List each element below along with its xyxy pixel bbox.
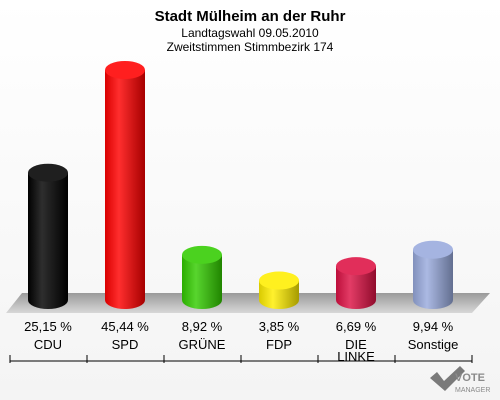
bar-5 <box>413 240 453 309</box>
vote-manager-logo: VOTE MANAGER <box>430 366 490 394</box>
bar-top <box>413 240 453 259</box>
bar-top <box>259 271 299 290</box>
category-label: FDP <box>266 337 292 352</box>
bar-group <box>28 61 453 309</box>
bar-top <box>182 245 222 264</box>
category-axis <box>9 355 473 363</box>
watermark-line2: MANAGER <box>455 387 490 394</box>
bar-body <box>28 172 68 309</box>
bar-body <box>182 254 222 309</box>
category-label: GRÜNE <box>179 337 226 352</box>
category-label: LINKE <box>337 349 375 364</box>
category-label: CDU <box>34 337 62 352</box>
bar-3 <box>259 271 299 309</box>
label-group: 25,15 % CDU 45,44 % SPD 8,92 % GRÜNE 3,85 % FDP… <box>24 319 458 364</box>
bar-1 <box>105 61 145 309</box>
value-label: 6,69 % <box>336 319 377 334</box>
bar-top <box>28 163 68 182</box>
watermark-line1: VOTE <box>455 372 485 384</box>
category-label: DIE <box>345 337 367 352</box>
bar-0 <box>28 163 68 309</box>
bar-body <box>105 70 145 309</box>
bar-2 <box>182 245 222 309</box>
category-label: SPD <box>112 337 139 352</box>
value-label: 9,94 % <box>413 319 454 334</box>
chart-subtitle-district: Zweitstimmen Stimmbezirk 174 <box>167 40 334 54</box>
value-label: 25,15 % <box>24 319 72 334</box>
chart-title: Stadt Mülheim an der Ruhr <box>155 8 346 25</box>
value-label: 3,85 % <box>259 319 300 334</box>
value-label: 8,92 % <box>182 319 223 334</box>
check-icon <box>430 366 465 391</box>
bar-body <box>413 249 453 309</box>
bar-body <box>336 266 376 309</box>
chart-subtitle-date: Landtagswahl 09.05.2010 <box>181 26 319 40</box>
bar-4 <box>336 257 376 309</box>
bar-top <box>105 61 145 79</box>
value-label: 45,44 % <box>101 319 149 334</box>
category-label: Sonstige <box>408 337 459 352</box>
bar-top <box>336 257 376 276</box>
